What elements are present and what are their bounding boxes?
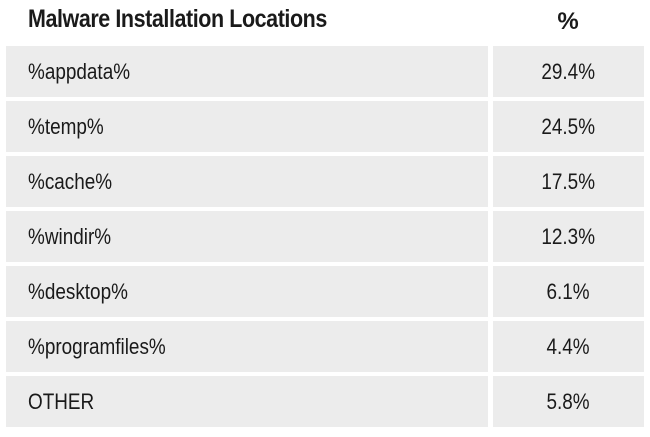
location-text: %desktop% <box>28 278 128 304</box>
percent-text: 17.5% <box>541 168 596 194</box>
table-row: %appdata% 29.4% <box>6 46 644 97</box>
percent-text: 6.1% <box>546 278 591 304</box>
table-row: OTHER 5.8% <box>6 376 644 427</box>
percent-text: 29.4% <box>541 58 596 84</box>
percent-text: 4.4% <box>546 333 591 359</box>
table-row: %cache% 17.5% <box>6 156 644 207</box>
location-text: %programfiles% <box>28 333 166 359</box>
table-row: %programfiles% 4.4% <box>6 321 644 372</box>
percent-cell: 29.4% <box>493 46 644 97</box>
percent-cell: 5.8% <box>493 376 644 427</box>
percent-cell: 6.1% <box>493 266 644 317</box>
location-cell: %cache% <box>6 156 488 207</box>
location-cell: %windir% <box>6 211 488 262</box>
header-location-label: Malware Installation Locations <box>28 5 327 33</box>
location-cell: %desktop% <box>6 266 488 317</box>
table-header: Malware Installation Locations % <box>0 0 650 46</box>
percent-cell: 17.5% <box>493 156 644 207</box>
table-body: %appdata% 29.4% %temp% 24.5% %cache% 17.… <box>6 46 644 431</box>
location-cell: OTHER <box>6 376 488 427</box>
percent-text: 24.5% <box>541 113 596 139</box>
percent-cell: 12.3% <box>493 211 644 262</box>
location-cell: %temp% <box>6 101 488 152</box>
location-text: %appdata% <box>28 58 131 84</box>
table-row: %desktop% 6.1% <box>6 266 644 317</box>
location-text: %cache% <box>28 168 113 194</box>
table-row: %windir% 12.3% <box>6 211 644 262</box>
location-cell: %programfiles% <box>6 321 488 372</box>
location-text: %windir% <box>28 223 112 249</box>
header-percent-label: % <box>557 8 579 35</box>
percent-text: 5.8% <box>546 388 591 414</box>
location-cell: %appdata% <box>6 46 488 97</box>
percent-cell: 24.5% <box>493 101 644 152</box>
location-text: OTHER <box>28 388 95 414</box>
percent-text: 12.3% <box>541 223 596 249</box>
table-row: %temp% 24.5% <box>6 101 644 152</box>
percent-cell: 4.4% <box>493 321 644 372</box>
location-text: %temp% <box>28 113 104 139</box>
